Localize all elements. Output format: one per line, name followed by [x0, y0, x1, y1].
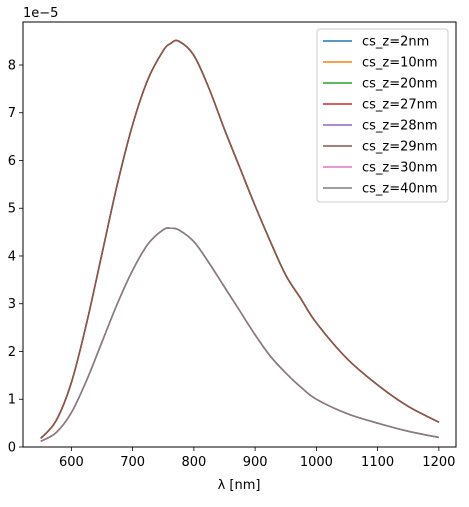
y-tick-label: 3 — [8, 297, 16, 312]
x-tick-label: 1000 — [300, 455, 333, 470]
y-tick-label: 0 — [8, 441, 16, 456]
y-offset-text: 1e−5 — [23, 6, 58, 21]
legend-label: cs_z=2nm — [362, 35, 429, 50]
legend-frame — [316, 28, 449, 203]
x-tick-label: 1200 — [422, 455, 455, 470]
x-tick-label: 900 — [243, 455, 268, 470]
legend-label: cs_z=10nm — [362, 56, 438, 71]
x-tick-label: 700 — [120, 455, 145, 470]
x-tick-label: 600 — [59, 455, 84, 470]
legend-label: cs_z=20nm — [362, 77, 438, 92]
y-tick-label: 2 — [8, 345, 16, 360]
legend-label: cs_z=27nm — [362, 98, 438, 113]
series-layer — [40, 39, 440, 442]
y-tick-label: 1 — [8, 393, 16, 408]
y-tick-label: 4 — [8, 249, 16, 264]
x-tick-label: 800 — [181, 455, 206, 470]
legend-label: cs_z=28nm — [362, 119, 438, 134]
y-tick-label: 5 — [8, 202, 16, 217]
series-line-6 — [40, 39, 440, 439]
plot-frame — [22, 21, 457, 448]
x-axis-ticks: 600 700 800 900 1000 1100 1200 — [59, 447, 455, 470]
y-tick-label: 7 — [8, 106, 16, 121]
y-axis-ticks: 0 1 2 3 4 5 6 7 8 — [8, 58, 23, 456]
y-tick-label: 6 — [8, 154, 16, 169]
legend-entries: cs_z=2nm cs_z=10nm cs_z=20nm cs_z=27nm cs_z=… — [323, 35, 438, 197]
x-axis-label: λ [nm] — [218, 478, 261, 493]
x-tick-label: 1100 — [361, 455, 394, 470]
legend-label: cs_z=30nm — [362, 161, 438, 176]
legend-label: cs_z=29nm — [362, 140, 438, 155]
legend: cs_z=2nm cs_z=10nm cs_z=20nm cs_z=27nm cs_z=… — [316, 28, 449, 203]
y-tick-label: 8 — [8, 58, 16, 73]
series-line-8 — [40, 227, 439, 442]
legend-label: cs_z=40nm — [362, 182, 438, 197]
